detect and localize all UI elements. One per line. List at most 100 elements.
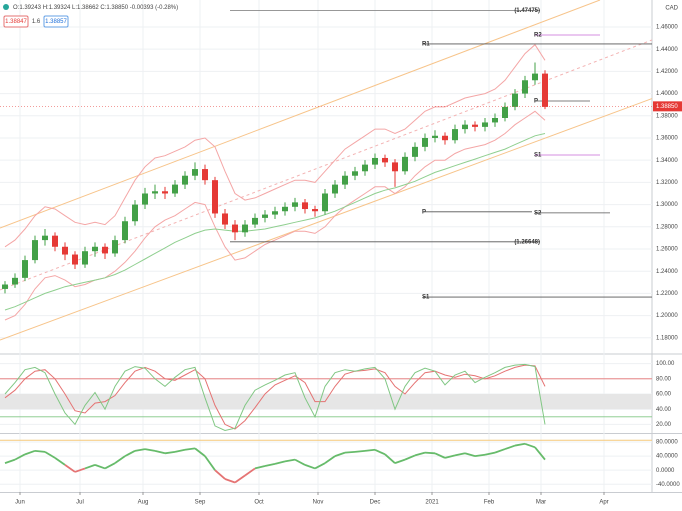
- momentum-segment: [164, 450, 176, 455]
- y-tick-label: 1.46000: [656, 25, 678, 31]
- candle-body: [542, 73, 548, 107]
- y-tick-label: 20.00: [656, 422, 672, 428]
- momentum-segment: [444, 454, 456, 459]
- y-tick-label: 1.26000: [656, 247, 678, 253]
- candle-body: [272, 211, 278, 215]
- momentum-segment: [104, 462, 116, 470]
- candle-body: [282, 206, 288, 212]
- candle-body: [222, 213, 228, 225]
- momentum-segment: [324, 455, 336, 464]
- indicator-line: [4, 43, 546, 248]
- momentum-segment: [384, 453, 396, 464]
- channel-line: [0, 0, 601, 229]
- momentum-segment: [474, 453, 486, 458]
- indicator-line: [4, 133, 546, 311]
- momentum-segment: [234, 474, 246, 484]
- momentum-segment: [504, 444, 516, 450]
- x-tick-label: Apr: [599, 500, 608, 506]
- candle-body: [192, 169, 198, 176]
- momentum-segment: [34, 449, 46, 453]
- candle-body: [302, 202, 308, 210]
- x-tick-label: 2021: [425, 500, 439, 506]
- candle-body: [522, 80, 528, 94]
- symbol-icon: [3, 4, 9, 10]
- y-tick-label: 60.00: [656, 392, 672, 398]
- momentum-segment: [464, 452, 476, 457]
- y-tick-label: 1.24000: [656, 269, 678, 275]
- candle-body: [252, 217, 258, 225]
- momentum-segment: [424, 451, 436, 455]
- candle-body: [492, 117, 498, 123]
- candle-body: [502, 106, 508, 118]
- momentum-segment: [144, 448, 156, 452]
- price-tag-label: 1.38850: [656, 104, 678, 110]
- candle-body: [162, 191, 168, 194]
- pivot-label: S1: [422, 295, 430, 301]
- momentum-segment: [184, 447, 196, 451]
- momentum-segment: [364, 448, 376, 452]
- y-tick-label: 1.38000: [656, 113, 678, 119]
- momentum-segment: [54, 457, 66, 466]
- y-tick-label: 1.36000: [656, 136, 678, 142]
- candle-body: [422, 137, 428, 147]
- ohlc-text: O:1.39243 H:1.39324 L:1.38662 C:1.38850 …: [13, 5, 178, 11]
- momentum-segment: [214, 469, 226, 480]
- momentum-segment: [534, 446, 546, 461]
- candle-body: [362, 164, 368, 172]
- x-tick-label: Mar: [536, 500, 546, 506]
- candle-body: [42, 235, 48, 241]
- candle-body: [132, 204, 138, 222]
- y-tick-label: 40.0000: [656, 454, 678, 460]
- pivot-label: (1.47475): [514, 8, 540, 14]
- momentum-segment: [414, 451, 426, 457]
- momentum-segment: [194, 447, 206, 457]
- candle-body: [392, 162, 398, 172]
- momentum-segment: [74, 467, 86, 473]
- momentum-segment: [174, 448, 186, 453]
- candle-body: [182, 175, 188, 185]
- pivot-label: S2: [534, 210, 542, 216]
- pivot-label: (1.26648): [514, 239, 540, 245]
- candle-body: [242, 224, 248, 233]
- y-tick-label: 1.40000: [656, 91, 678, 97]
- candle-body: [262, 214, 268, 218]
- spread: 1.6: [32, 19, 41, 25]
- pivot-label: P: [422, 209, 426, 215]
- momentum-segment: [404, 454, 416, 461]
- momentum-segment: [274, 460, 286, 465]
- y-tick-label: 80.0000: [656, 440, 678, 446]
- candle-body: [92, 246, 98, 252]
- candle-body: [472, 124, 478, 127]
- candle-body: [152, 191, 158, 194]
- candle-body: [72, 254, 78, 265]
- y-tick-label: 1.20000: [656, 313, 678, 319]
- y-tick-label: 1.28000: [656, 224, 678, 230]
- candle-body: [22, 260, 28, 278]
- candle-body: [382, 157, 388, 163]
- momentum-segment: [434, 452, 446, 459]
- momentum-segment: [254, 465, 266, 470]
- momentum-segment: [304, 464, 316, 470]
- momentum-segment: [204, 455, 216, 471]
- momentum-segment: [294, 458, 306, 466]
- y-tick-label: 100.00: [656, 361, 675, 367]
- candle-body: [412, 146, 418, 157]
- momentum-segment: [124, 450, 136, 457]
- y-tick-label: 80.00: [656, 376, 672, 382]
- x-tick-label: Aug: [138, 500, 149, 506]
- candle-body: [442, 135, 448, 141]
- candle-body: [352, 171, 358, 176]
- momentum-segment: [4, 458, 16, 464]
- candle-body: [372, 157, 378, 165]
- momentum-segment: [344, 450, 356, 454]
- bid-price[interactable]: 1.38847: [5, 19, 27, 25]
- ask-price[interactable]: 1.38857: [45, 19, 67, 25]
- momentum-segment: [524, 442, 536, 449]
- bid-box[interactable]: [3, 15, 29, 28]
- x-tick-label: Jun: [15, 500, 25, 506]
- momentum-segment: [24, 449, 36, 456]
- momentum-segment: [354, 449, 366, 453]
- candle-body: [172, 184, 178, 194]
- ask-box[interactable]: [43, 15, 69, 28]
